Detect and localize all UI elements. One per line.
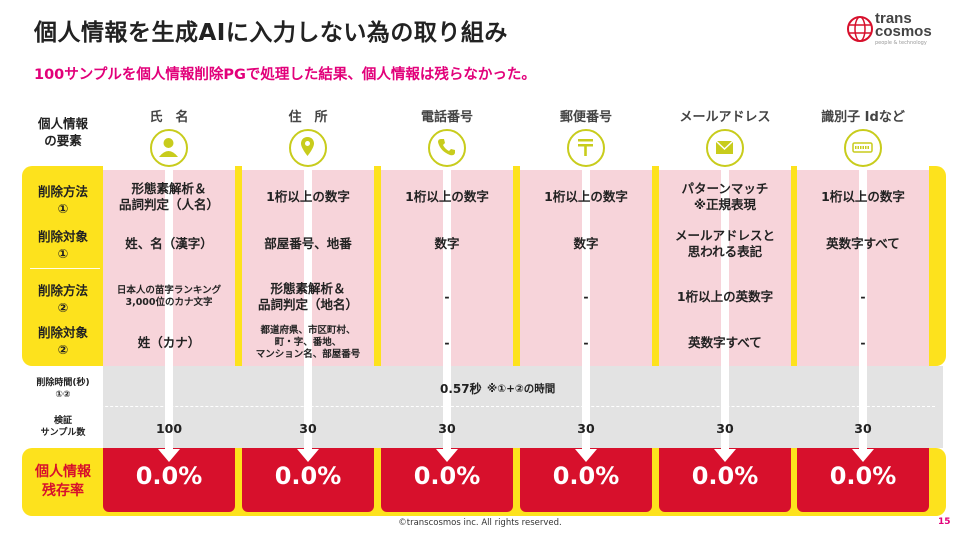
cell-target2: 姓（カナ）: [137, 334, 201, 350]
logo-line1: trans: [875, 10, 912, 27]
residual-rate-value: 0.0%: [829, 462, 897, 490]
cell-samples: 30: [438, 420, 456, 436]
cell-method1: 1桁以上の数字: [544, 188, 628, 204]
flow-arrow-head-icon: [158, 449, 180, 462]
cell-target1: 数字: [434, 235, 460, 251]
flow-arrow-head-icon: [852, 449, 874, 462]
person-icon: [150, 129, 188, 167]
id-card-icon: [844, 129, 882, 167]
cell-target1: 部屋番号、地番: [264, 235, 352, 251]
row-label-target1: 削除対象 ①: [37, 229, 88, 261]
cell-target2: -: [583, 334, 589, 350]
column-header-label: 識別子 Idなど: [821, 110, 905, 125]
cell-method2: 日本人の苗字ランキング 3,000位のカナ文字: [116, 285, 222, 308]
column-header-label: 郵便番号: [559, 110, 612, 125]
cell-method2: 形態素解析＆ 品詞判定（地名）: [257, 280, 358, 312]
column-header-label: 電話番号: [420, 110, 473, 125]
cell-samples: 100: [155, 420, 183, 436]
cell-target1: 英数字すべて: [826, 235, 900, 251]
flow-arrow-head-icon: [436, 449, 458, 462]
cell-method2: -: [444, 288, 450, 304]
flow-arrow-head-icon: [575, 449, 597, 462]
row-divider: [30, 268, 100, 269]
cell-target1: メールアドレスと 思われる表記: [674, 227, 775, 259]
column-header: 郵便番号: [520, 98, 652, 170]
cell-method1: パターンマッチ ※正規表現: [681, 180, 769, 212]
cell-samples: 30: [577, 420, 595, 436]
flow-arrow-shaft: [721, 170, 729, 454]
flow-arrow-head-icon: [297, 449, 319, 462]
cell-target2: -: [860, 334, 866, 350]
column-header: 識別子 Idなど: [797, 98, 929, 170]
row-label-target2: 削除対象 ②: [37, 325, 88, 357]
cell-samples: 30: [716, 420, 734, 436]
cell-samples: 30: [854, 420, 872, 436]
postal-mark-icon: [567, 129, 605, 167]
logo-line2: cosmos: [875, 23, 932, 40]
slide-subtitle: 100サンプルを個人情報削除PGで処理した結果、個人情報は残らなかった。: [34, 67, 536, 83]
column-header: 電話番号: [381, 98, 513, 170]
row-label-method1: 削除方法 ①: [37, 184, 88, 216]
residual-rate-value: 0.0%: [135, 462, 203, 490]
cell-method2: 1桁以上の英数字: [676, 288, 774, 304]
flow-arrow-shaft: [165, 170, 173, 454]
logo-tagline: people & technology: [875, 40, 927, 46]
cell-target2: 都道府県、市区町村、 町・字、番地、 マンション名、部屋番号: [255, 325, 361, 360]
cell-method2: -: [583, 288, 589, 304]
deletion-time-note: ※①+②の時間: [487, 383, 556, 395]
cell-method1: 形態素解析＆ 品詞判定（人名）: [118, 180, 219, 212]
cell-method2: -: [860, 288, 866, 304]
logo-wordmark: trans cosmos: [875, 10, 932, 40]
slide-title: 個人情報を生成AIに入力しない為の取り組み: [34, 20, 508, 46]
cell-samples: 30: [299, 420, 317, 436]
column-header: 住 所: [242, 98, 374, 170]
flow-arrow-shaft: [582, 170, 590, 454]
deletion-time-value: 0.57秒: [440, 382, 482, 396]
residual-rate-value: 0.0%: [691, 462, 759, 490]
globe-logo-icon: [847, 16, 873, 42]
residual-rate-value: 0.0%: [552, 462, 620, 490]
cell-target1: 数字: [573, 235, 599, 251]
flow-arrow-head-icon: [714, 449, 736, 462]
row-label-samples: 検証 サンプル数: [40, 416, 86, 438]
flow-arrow-shaft: [304, 170, 312, 454]
residual-rate-value: 0.0%: [413, 462, 481, 490]
dashed-divider: [30, 406, 935, 407]
column-header-label: 住 所: [288, 110, 328, 125]
column-header-label: 氏 名: [149, 110, 189, 125]
column-header: メールアドレス: [659, 98, 791, 170]
column-header: 氏 名: [103, 98, 235, 170]
row-label-element: 個人情報 の要素: [37, 116, 88, 148]
cell-target2: -: [444, 334, 450, 350]
page-number: 15: [938, 517, 951, 527]
cell-method1: 1桁以上の数字: [821, 188, 905, 204]
row-label-time: 削除時間(秒) ①②: [36, 378, 90, 400]
envelope-icon: [706, 129, 744, 167]
cell-target1: 姓、名（漢字）: [125, 235, 213, 251]
phone-icon: [428, 129, 466, 167]
cell-method1: 1桁以上の数字: [266, 188, 350, 204]
transcosmos-logo: trans cosmos people & technology: [845, 10, 945, 52]
row-label-residual: 個人情報 残存率: [35, 464, 91, 499]
location-pin-icon: [289, 129, 327, 167]
copyright-footer: ©transcosmos inc. All rights reserved.: [398, 518, 562, 528]
residual-rate-value: 0.0%: [274, 462, 342, 490]
flow-arrow-shaft: [859, 170, 867, 454]
cell-target2: 英数字すべて: [688, 334, 762, 350]
column-header-label: メールアドレス: [679, 110, 771, 125]
row-label-method2: 削除方法 ②: [37, 283, 88, 315]
cell-method1: 1桁以上の数字: [405, 188, 489, 204]
stats-band: [103, 366, 943, 448]
flow-arrow-shaft: [443, 170, 451, 454]
